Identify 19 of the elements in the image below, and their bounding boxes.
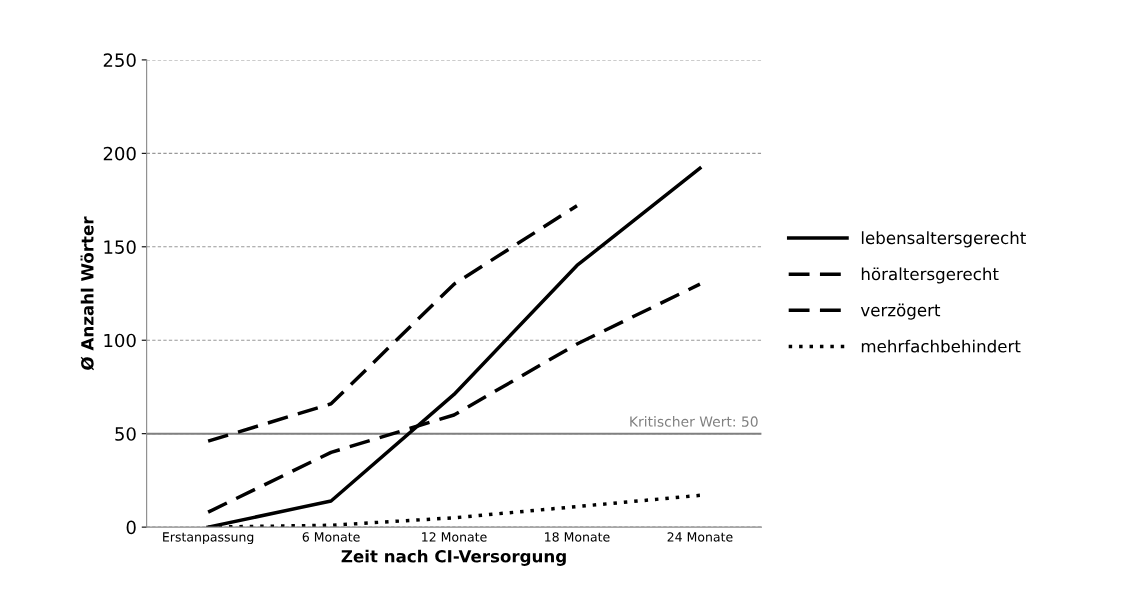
x-tick-label: 6 Monate	[302, 532, 360, 542]
legend-label: höraltersgerecht	[861, 267, 999, 284]
y-tick-label: 100	[104, 333, 136, 348]
y-tick-label: 150	[104, 240, 136, 254]
x-tick-label: 24 Monate	[667, 532, 733, 542]
y-tick-label: 50	[115, 427, 136, 441]
x-tick-label: 12 Monate	[422, 532, 487, 542]
y-tick-label: 200	[103, 146, 136, 161]
y-axis-title: Ø Anzahl Wörter	[80, 216, 95, 371]
legend-label: verzögert	[860, 303, 941, 320]
legend-label: lebensaltersgerecht	[861, 231, 1026, 248]
x-tick-label: 18 Monate	[545, 532, 610, 542]
line-series	[206, 203, 579, 443]
x-axis-title: Zeit nach CI-Versorgung	[341, 549, 566, 566]
legend-label: mehrfachbehindert	[861, 339, 1021, 353]
ref-line-label: Kritischer Wert: 50	[630, 416, 758, 427]
x-tick-label: Erstanpassung	[163, 532, 254, 545]
y-tick-label: 0	[126, 520, 136, 535]
y-tick-label: 250	[103, 53, 136, 68]
